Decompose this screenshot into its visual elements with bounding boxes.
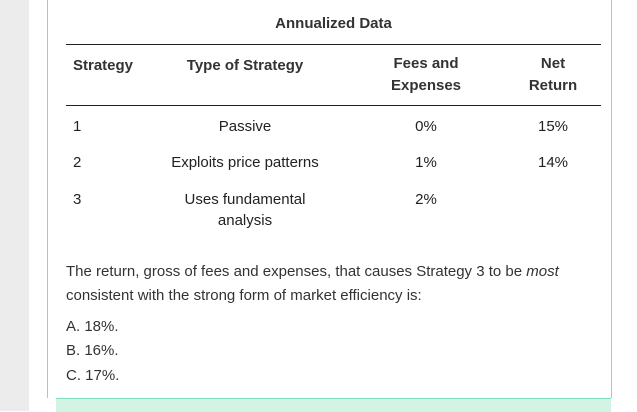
header-fees-line1: Fees and xyxy=(393,55,459,72)
row2-type: Exploits price patterns xyxy=(171,154,319,171)
row2-net: 14% xyxy=(537,154,569,171)
header-type: Type of Strategy xyxy=(186,57,304,74)
row3-type-line2: analysis xyxy=(217,212,273,229)
choice-b[interactable]: B. 16%. xyxy=(66,342,119,359)
row3-fees: 2% xyxy=(415,191,437,208)
question-part1: The return, gross of fees and expenses, … xyxy=(66,263,527,280)
question-text: The return, gross of fees and expenses, … xyxy=(66,260,606,308)
question-emphasis: most xyxy=(526,263,559,280)
row1-net: 15% xyxy=(537,118,569,135)
table-top-rule xyxy=(66,44,601,45)
row2-fees: 1% xyxy=(415,154,437,171)
row1-strategy: 1 xyxy=(73,118,82,135)
row1-type: Passive xyxy=(218,118,272,135)
row3-type-line1: Uses fundamental xyxy=(184,191,306,208)
header-net-line1: Net xyxy=(540,55,566,72)
header-net-line2: Return xyxy=(528,77,578,94)
header-strategy: Strategy xyxy=(73,57,134,74)
row2-strategy: 2 xyxy=(73,154,82,171)
table-title: Annualized Data xyxy=(275,15,392,32)
question-part2: consistent with the strong form of marke… xyxy=(66,287,422,304)
row1-fees: 0% xyxy=(415,118,437,135)
question-card xyxy=(47,0,612,398)
row3-strategy: 3 xyxy=(73,191,82,208)
card-footer-band xyxy=(56,398,611,412)
left-rail xyxy=(0,0,29,411)
choice-c[interactable]: C. 17%. xyxy=(66,367,120,384)
header-bottom-rule xyxy=(66,105,601,106)
choice-a[interactable]: A. 18%. xyxy=(66,318,119,335)
header-fees-line2: Expenses xyxy=(390,77,462,94)
